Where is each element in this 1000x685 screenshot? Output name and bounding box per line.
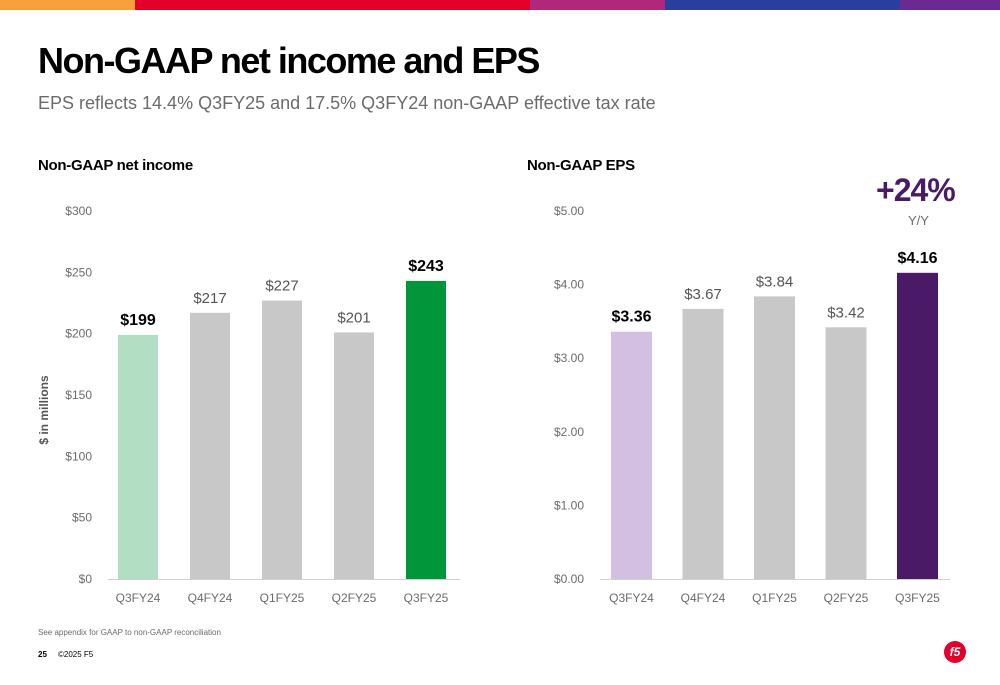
income-ytick-label: $50 [72, 511, 92, 525]
page-number: 25 [38, 650, 47, 659]
eps-data-label: $3.42 [827, 304, 865, 321]
top-color-bar [0, 0, 1000, 10]
eps-chart-title: Non-GAAP EPS [527, 157, 635, 174]
copyright: ©2025 F5 [58, 650, 94, 659]
income-ytick-label: $300 [65, 204, 92, 218]
top-bar-segment-magenta [530, 0, 665, 10]
eps-bar [897, 272, 938, 579]
income-bar [334, 332, 374, 579]
top-bar-segment-blue [665, 0, 900, 10]
income-x-label: Q3FY25 [404, 591, 449, 605]
eps-ytick-label: $4.00 [554, 278, 584, 292]
eps-bar [825, 327, 867, 579]
income-data-label: $227 [265, 278, 298, 295]
income-data-label: $243 [408, 258, 444, 275]
page-subtitle: EPS reflects 14.4% Q3FY25 and 17.5% Q3FY… [38, 93, 656, 113]
eps-data-label: $3.67 [684, 286, 722, 303]
income-x-label: Q3FY24 [116, 591, 161, 605]
eps-x-label: Q3FY25 [895, 591, 940, 605]
eps-ytick-label: $1.00 [554, 498, 584, 512]
income-bar [406, 280, 446, 579]
income-bar [190, 312, 230, 579]
income-x-label: Q2FY25 [332, 591, 377, 605]
income-bar [118, 334, 158, 579]
page-title: Non-GAAP net income and EPS [38, 40, 540, 81]
eps-x-label: Q1FY25 [752, 591, 797, 605]
eps-bar [682, 308, 724, 579]
income-ytick-label: $100 [65, 449, 92, 463]
income-ytick-label: $0 [79, 572, 93, 586]
eps-data-label: $3.84 [756, 273, 794, 290]
footnote: See appendix for GAAP to non-GAAP reconc… [38, 628, 221, 637]
eps-data-label: $3.36 [611, 309, 651, 326]
income-x-label: Q1FY25 [260, 591, 305, 605]
eps-x-label: Q2FY25 [824, 591, 869, 605]
top-bar-segment-orange [0, 0, 135, 10]
eps-bar [611, 331, 652, 579]
income-data-label: $217 [193, 290, 226, 307]
income-chart-title: Non-GAAP net income [38, 157, 193, 174]
eps-ytick-label: $3.00 [554, 351, 584, 365]
income-data-label: $199 [120, 312, 156, 329]
f5-logo: f5 [944, 641, 966, 663]
eps-x-label: Q4FY24 [681, 591, 726, 605]
eps-growth-callout: +24% [876, 172, 956, 208]
income-ytick-label: $150 [65, 388, 92, 402]
income-bar [262, 300, 302, 579]
eps-growth-callout-label: Y/Y [908, 213, 929, 228]
eps-ytick-label: $2.00 [554, 425, 584, 439]
eps-x-label: Q3FY24 [609, 591, 654, 605]
eps-ytick-label: $0.00 [554, 572, 584, 586]
income-data-label: $201 [337, 309, 370, 326]
income-ytick-label: $250 [65, 265, 92, 279]
top-bar-segment-red [135, 0, 530, 10]
income-x-label: Q4FY24 [188, 591, 233, 605]
eps-data-label: $4.16 [897, 250, 937, 267]
income-ytick-label: $200 [65, 327, 92, 341]
eps-ytick-label: $5.00 [554, 204, 584, 218]
eps-bar [754, 296, 795, 579]
top-bar-segment-purple [900, 0, 1000, 10]
